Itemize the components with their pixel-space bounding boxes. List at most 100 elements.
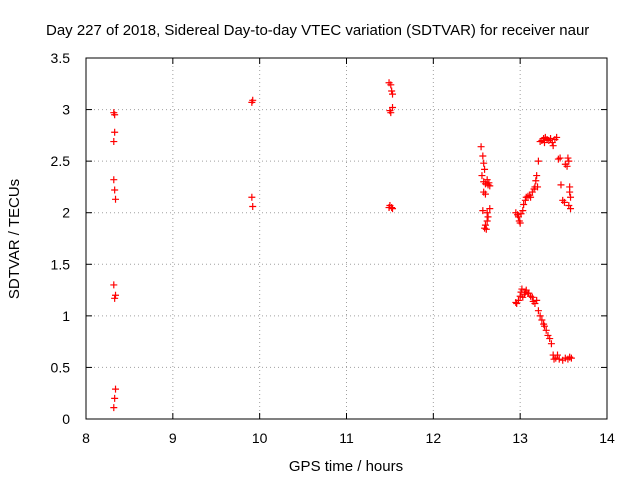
data-point: [248, 193, 256, 201]
data-point: [528, 293, 536, 301]
data-point: [554, 155, 562, 163]
data-point: [112, 195, 120, 203]
data-point: [556, 154, 564, 162]
data-point: [483, 217, 491, 225]
x-tick-label: 13: [512, 430, 528, 446]
data-point: [555, 355, 563, 363]
data-point: [477, 143, 485, 151]
data-point: [387, 109, 395, 117]
data-point: [521, 196, 529, 204]
data-point: [567, 193, 575, 201]
data-point: [482, 225, 490, 233]
data-point: [540, 322, 548, 330]
data-point: [547, 134, 555, 142]
data-point: [479, 152, 487, 160]
y-tick-labels: 0 0.5 1 1.5 2 2.5 3 3.5: [51, 50, 71, 427]
data-point: [514, 296, 522, 304]
data-point: [563, 162, 571, 170]
x-tick-label: 10: [252, 430, 268, 446]
data-point: [388, 87, 396, 95]
data-point: [111, 111, 119, 119]
x-tick-labels: 8 9 10 11 12 13 14: [82, 430, 615, 446]
data-point: [536, 312, 544, 320]
data-point: [112, 291, 120, 299]
y-tick-label: 0.5: [51, 359, 71, 375]
data-point: [478, 172, 486, 180]
y-tick-label: 0: [62, 411, 70, 427]
data-point: [534, 157, 542, 165]
x-tick-label: 8: [82, 430, 90, 446]
data-point: [481, 190, 489, 198]
data-point: [534, 183, 542, 191]
data-point: [546, 335, 554, 343]
data-point: [112, 385, 120, 393]
y-axis-label: SDTVAR / TECUs: [6, 179, 23, 299]
data-point: [565, 201, 573, 209]
data-point: [560, 198, 568, 206]
x-tick-label: 14: [599, 430, 615, 446]
data-point: [527, 193, 535, 201]
data-point: [534, 307, 542, 315]
data-point: [481, 165, 489, 173]
data-point: [520, 200, 528, 208]
y-tick-label: 1: [62, 308, 70, 324]
data-point: [486, 182, 494, 190]
data-point: [542, 326, 550, 334]
data-point: [557, 181, 565, 189]
data-point: [111, 294, 119, 302]
data-point: [538, 316, 546, 324]
data-point: [387, 81, 395, 89]
data-point: [480, 159, 488, 167]
data-point: [110, 404, 118, 412]
x-tick-label: 9: [169, 430, 177, 446]
grid-lines: [86, 58, 607, 419]
data-point: [389, 104, 397, 112]
data-point: [389, 205, 397, 213]
data-point: [110, 138, 118, 146]
y-tick-label: 3.5: [51, 50, 71, 66]
data-point: [481, 224, 489, 232]
data-point: [566, 183, 574, 191]
y-tick-label: 3: [62, 102, 70, 118]
data-point: [110, 281, 118, 289]
data-point: [519, 207, 527, 215]
x-tick-label: 12: [426, 430, 442, 446]
data-point: [553, 133, 561, 141]
data-point: [483, 209, 491, 217]
data-point: [484, 213, 492, 221]
data-point: [249, 203, 257, 211]
x-tick-label: 11: [339, 430, 354, 446]
data-point: [532, 177, 540, 185]
data-point: [533, 172, 541, 180]
data-point: [567, 354, 575, 362]
data-point: [485, 179, 493, 187]
data-point: [533, 296, 541, 304]
data-point: [111, 186, 119, 194]
data-point: [111, 128, 119, 136]
axis-ticks: [85, 57, 608, 420]
data-point: [516, 219, 524, 227]
data-points: [110, 79, 575, 412]
data-point: [518, 285, 526, 293]
data-point: [486, 205, 494, 213]
data-point: [389, 90, 397, 98]
data-point: [544, 331, 552, 339]
data-point: [554, 351, 562, 359]
data-point: [536, 138, 544, 146]
data-point: [110, 176, 118, 184]
y-tick-label: 1.5: [51, 256, 71, 272]
data-point: [547, 340, 555, 348]
data-point: [565, 157, 573, 165]
data-point: [388, 204, 396, 212]
x-axis-label: GPS time / hours: [289, 458, 403, 475]
y-tick-label: 2.5: [51, 153, 71, 169]
chart-title: Day 227 of 2018, Sidereal Day-to-day VTE…: [46, 22, 589, 39]
data-point: [111, 394, 119, 402]
y-tick-label: 2: [62, 205, 70, 221]
data-point: [513, 299, 521, 307]
data-point: [567, 205, 575, 213]
data-point: [249, 96, 257, 104]
data-point: [564, 154, 572, 162]
data-point: [549, 142, 557, 150]
